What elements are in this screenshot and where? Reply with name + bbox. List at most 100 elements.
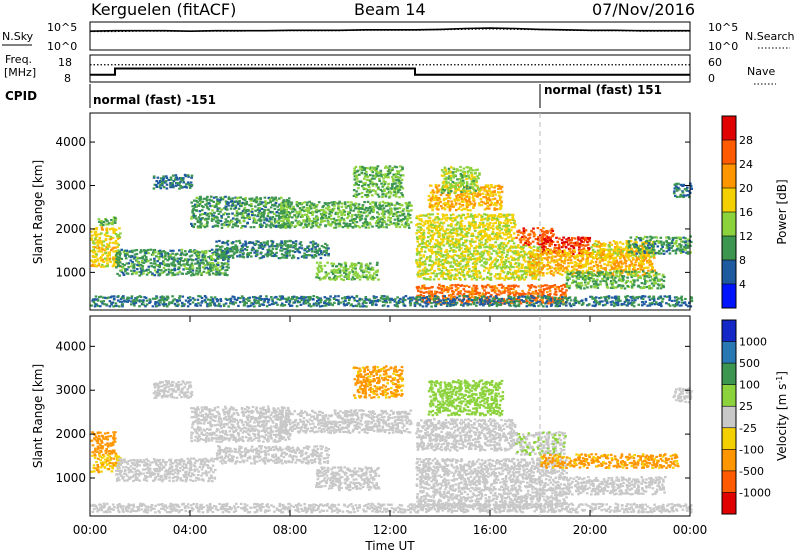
- scatter-cell: [625, 265, 628, 267]
- scatter-cell: [427, 273, 430, 275]
- scatter-cell: [524, 293, 527, 295]
- scatter-cell: [187, 174, 190, 176]
- scatter-cell: [341, 206, 344, 208]
- scatter-cell: [325, 202, 328, 204]
- scatter-cell: [190, 202, 193, 204]
- scatter-cell: [396, 208, 399, 210]
- scatter-cell: [236, 218, 239, 220]
- scatter-cell: [279, 257, 282, 259]
- scatter-cell: [162, 260, 165, 262]
- scatter-cell: [462, 180, 465, 182]
- scatter-cell: [154, 249, 157, 251]
- scatter-cell: [488, 292, 491, 294]
- scatter-cell: [493, 238, 496, 240]
- scatter-cell: [276, 243, 279, 245]
- freq-label-line1: Freq.: [5, 53, 32, 66]
- scatter-cell: [548, 256, 551, 258]
- scatter-cell: [377, 165, 380, 167]
- scatter-cell: [277, 209, 280, 211]
- scatter-cell: [535, 258, 538, 260]
- scatter-cell: [272, 200, 275, 202]
- scatter-cell: [346, 223, 349, 225]
- scatter-cell: [420, 294, 423, 296]
- scatter-cell: [227, 216, 230, 218]
- scatter-cell: [218, 240, 221, 242]
- scatter-cell: [378, 178, 381, 180]
- scatter-cell: [320, 250, 323, 252]
- scatter-cell: [509, 269, 512, 271]
- scatter-cell: [105, 238, 108, 240]
- scatter-cell: [130, 265, 133, 267]
- scatter-cell: [447, 254, 450, 256]
- scatter-cell: [190, 218, 193, 220]
- scatter-cell: [199, 269, 202, 271]
- scatter-cell: [429, 278, 432, 280]
- scatter-cell: [546, 284, 549, 286]
- scatter-cell: [479, 222, 482, 224]
- scatter-cell: [499, 273, 502, 275]
- scatter-cell: [243, 256, 246, 258]
- scatter-cell: [433, 205, 436, 207]
- scatter-cell: [119, 236, 122, 238]
- scatter-cell: [333, 208, 336, 210]
- scatter-cell: [242, 215, 245, 217]
- scatter-cell: [385, 223, 388, 225]
- scatter-cell: [375, 170, 378, 172]
- scatter-cell: [573, 249, 576, 251]
- scatter-cell: [314, 248, 317, 250]
- scatter-cell: [190, 177, 193, 179]
- scatter-cell: [542, 272, 545, 274]
- scatter-cell: [175, 177, 178, 179]
- scatter-cell: [494, 263, 497, 265]
- scatter-cell: [432, 189, 435, 191]
- scatter-cell: [419, 270, 422, 272]
- scatter-cell: [436, 291, 439, 293]
- scatter-cell: [428, 287, 431, 289]
- scatter-cell: [415, 261, 418, 263]
- scatter-cell: [352, 226, 355, 228]
- scatter-cell: [269, 200, 272, 202]
- scatter-cell: [456, 260, 459, 262]
- scatter-cell: [439, 201, 442, 203]
- scatter-cell: [395, 226, 398, 228]
- scatter-cell: [280, 224, 283, 226]
- scatter-cell: [333, 218, 336, 220]
- scatter-cell: [196, 197, 199, 199]
- scatter-cell: [300, 241, 303, 243]
- scatter-cell: [250, 203, 253, 205]
- scatter-cell: [533, 246, 536, 248]
- scatter-cell: [478, 213, 481, 215]
- scatter-cell: [409, 214, 412, 216]
- scatter-cell: [143, 270, 146, 272]
- scatter-cell: [531, 252, 534, 254]
- scatter-cell: [367, 209, 370, 211]
- scatter-cell: [494, 215, 497, 217]
- scatter-cell: [399, 226, 402, 228]
- scatter-cell: [423, 292, 426, 294]
- scatter-cell: [364, 218, 367, 220]
- scatter-cell: [501, 277, 504, 279]
- scatter-cell: [546, 268, 549, 270]
- scatter-cell: [485, 233, 488, 235]
- scatter-cell: [223, 224, 226, 226]
- scatter-cell: [401, 166, 404, 168]
- scatter-cell: [155, 255, 158, 257]
- scatter-cell: [560, 285, 563, 287]
- scatter-cell: [481, 216, 484, 218]
- scatter-cell: [624, 262, 627, 264]
- scatter-cell: [180, 257, 183, 259]
- scatter-cell: [500, 196, 503, 198]
- scatter-cell: [486, 261, 489, 263]
- scatter-cell: [518, 268, 521, 270]
- scatter-cell: [343, 219, 346, 221]
- scatter-cell: [154, 262, 157, 264]
- scatter-cell: [249, 242, 252, 244]
- scatter-cell: [400, 192, 403, 194]
- scatter-cell: [136, 257, 139, 259]
- scatter-cell: [356, 221, 359, 223]
- scatter-cell: [559, 250, 562, 252]
- scatter-cell: [474, 178, 477, 180]
- frequency-panel: Freq. [MHz] 18 8 60 0 Nave: [4, 53, 776, 85]
- scatter-cell: [102, 259, 105, 261]
- scatter-cell: [543, 264, 546, 266]
